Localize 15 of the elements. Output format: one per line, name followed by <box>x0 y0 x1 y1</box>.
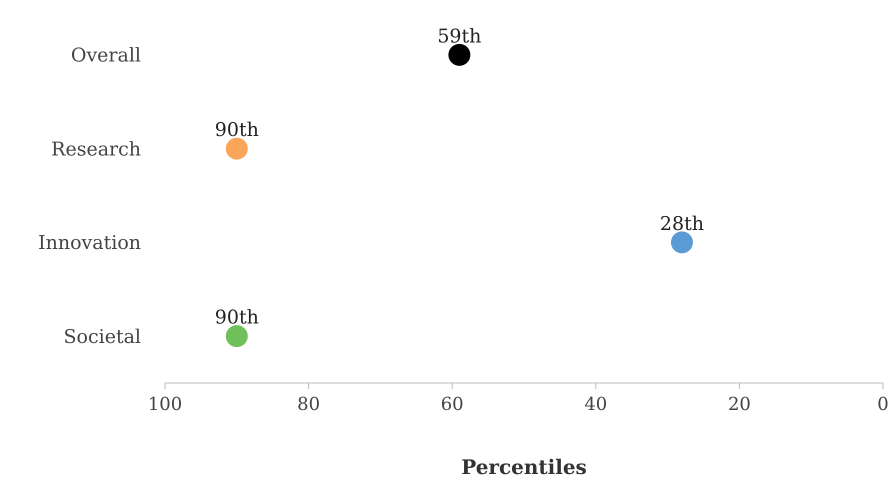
y-tick-label: Overall <box>70 44 141 67</box>
x-tick-label: 100 <box>148 394 182 415</box>
data-label: 90th <box>214 119 259 142</box>
y-tick-label: Research <box>51 138 141 160</box>
x-axis-title: Percentiles <box>461 455 587 479</box>
x-tick-label: 80 <box>297 394 320 415</box>
x-tick-label: 0 <box>877 394 889 415</box>
data-label: 90th <box>214 306 259 329</box>
x-tick-label: 60 <box>440 394 464 415</box>
x-tick-label: 40 <box>584 394 608 415</box>
y-tick-label: Societal <box>64 326 141 348</box>
data-label: 59th <box>437 25 482 48</box>
data-label: 28th <box>660 212 704 235</box>
x-tick-label: 20 <box>728 394 751 415</box>
y-tick-label: Innovation <box>38 232 141 254</box>
